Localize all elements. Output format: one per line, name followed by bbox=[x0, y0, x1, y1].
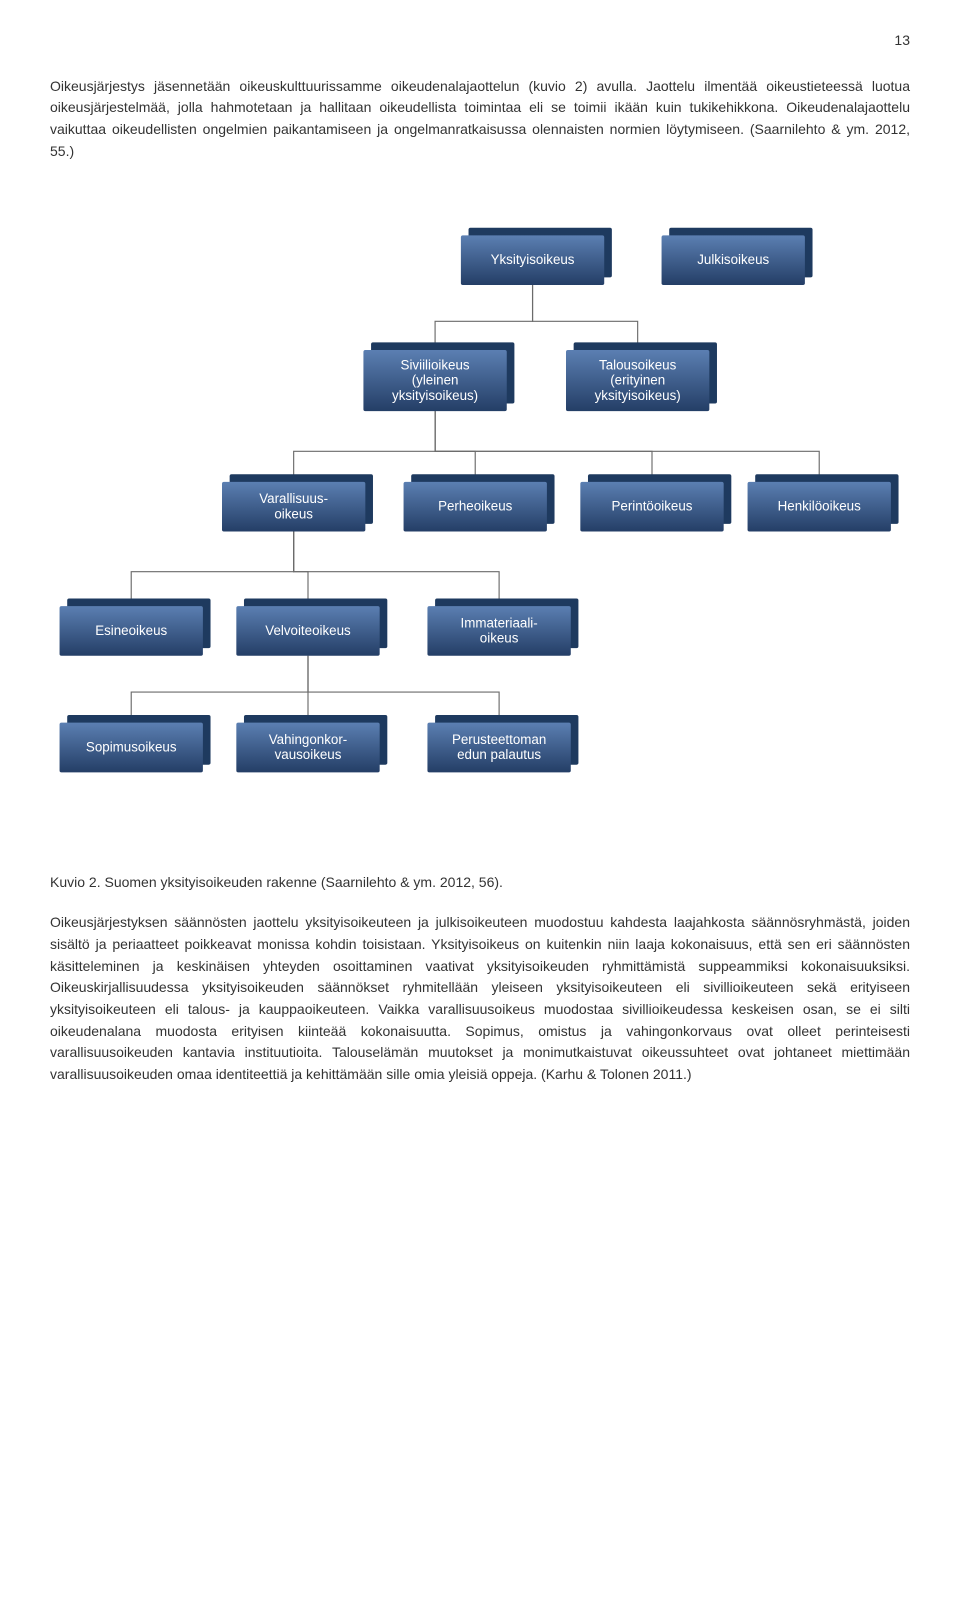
node-immateriaali: Immateriaali-oikeus bbox=[427, 599, 578, 656]
svg-text:Julkisoikeus: Julkisoikeus bbox=[697, 252, 769, 267]
node-yksityisoikeus: Yksityisoikeus bbox=[461, 228, 612, 285]
org-chart-svg: Yksityisoikeus Julkisoikeus Siviilioikeus(… bbox=[50, 202, 910, 842]
node-perhe: Perheoikeus bbox=[404, 475, 555, 532]
node-siviili: Siviilioikeus(yleinenyksityisoikeus) bbox=[363, 343, 514, 412]
svg-text:Esineoikeus: Esineoikeus bbox=[95, 623, 167, 638]
paragraph-intro: Oikeusjärjestys jäsennetään oikeuskulttu… bbox=[50, 76, 910, 163]
node-sopimus: Sopimusoikeus bbox=[60, 715, 211, 772]
paragraph-discussion: Oikeusjärjestyksen säännösten jaottelu y… bbox=[50, 912, 910, 1086]
svg-text:Perintöoikeus: Perintöoikeus bbox=[612, 499, 693, 514]
svg-text:Velvoiteoikeus: Velvoiteoikeus bbox=[265, 623, 351, 638]
node-esine: Esineoikeus bbox=[60, 599, 211, 656]
svg-text:Perusteettomanedun palautus: Perusteettomanedun palautus bbox=[452, 732, 546, 762]
node-talous: Talousoikeus(erityinenyksityisoikeus) bbox=[566, 343, 717, 412]
svg-text:Henkilöoikeus: Henkilöoikeus bbox=[778, 499, 861, 514]
svg-text:Yksityisoikeus: Yksityisoikeus bbox=[491, 252, 575, 267]
node-henkilo: Henkilöoikeus bbox=[748, 475, 899, 532]
node-velvoite: Velvoiteoikeus bbox=[236, 599, 387, 656]
node-varallisuus: Varallisuus-oikeus bbox=[222, 475, 373, 532]
svg-text:Vahingonkor-vausoikeus: Vahingonkor-vausoikeus bbox=[269, 732, 347, 762]
org-chart: Yksityisoikeus Julkisoikeus Siviilioikeus(… bbox=[50, 202, 910, 842]
node-vahingonkorvaus: Vahingonkor-vausoikeus bbox=[236, 715, 387, 772]
svg-text:Sopimusoikeus: Sopimusoikeus bbox=[86, 739, 177, 754]
figure-caption: Kuvio 2. Suomen yksityisoikeuden rakenne… bbox=[50, 872, 910, 894]
node-julkisoikeus: Julkisoikeus bbox=[662, 228, 813, 285]
node-perinto: Perintöoikeus bbox=[580, 475, 731, 532]
node-perusteeton: Perusteettomanedun palautus bbox=[427, 715, 578, 772]
svg-text:Perheoikeus: Perheoikeus bbox=[438, 499, 513, 514]
page-number: 13 bbox=[50, 30, 910, 52]
